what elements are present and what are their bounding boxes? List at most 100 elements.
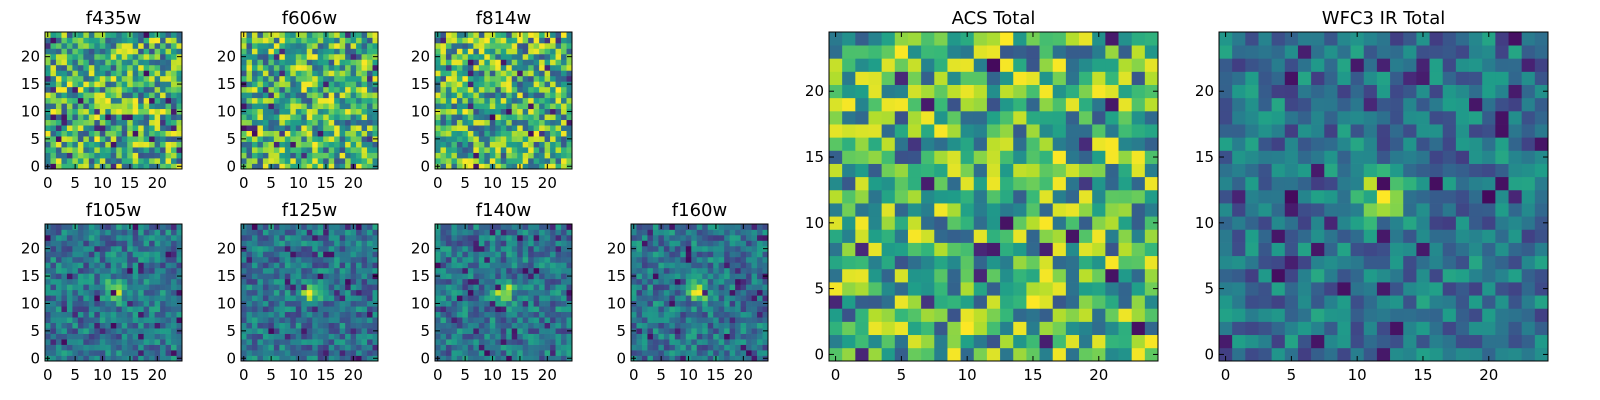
heatmap-cell xyxy=(94,311,101,318)
heatmap-cell xyxy=(165,328,172,334)
heatmap-cell xyxy=(160,136,166,142)
heatmap-cell xyxy=(77,59,84,66)
heatmap-cell xyxy=(1065,321,1080,336)
heatmap-cell xyxy=(257,273,264,280)
heatmap-cell xyxy=(99,103,106,110)
heatmap-cell xyxy=(295,141,302,148)
heatmap-cell xyxy=(290,158,297,164)
heatmap-cell xyxy=(467,344,474,351)
heatmap-cell xyxy=(138,256,144,263)
heatmap-cell xyxy=(251,119,258,126)
heatmap-cell xyxy=(729,328,736,334)
heatmap-cell xyxy=(372,311,379,318)
heatmap-cell xyxy=(986,295,1001,309)
heatmap-cell xyxy=(246,136,253,142)
heatmap-cell xyxy=(284,141,291,148)
heatmap-cell xyxy=(528,141,534,148)
heatmap-cell xyxy=(262,108,269,115)
heatmap-cell xyxy=(478,119,485,126)
heatmap-cell xyxy=(674,278,681,285)
heatmap-cell xyxy=(257,42,264,49)
heatmap-cell xyxy=(94,108,101,115)
heatmap-cell xyxy=(372,317,379,323)
heatmap-cell xyxy=(718,229,725,236)
heatmap-cell xyxy=(550,267,556,274)
heatmap-cell xyxy=(268,70,275,77)
heatmap-cell xyxy=(539,262,545,269)
heatmap-cell xyxy=(757,273,763,280)
heatmap-cell xyxy=(528,158,534,164)
heatmap-cell xyxy=(1118,229,1133,243)
heatmap-cell xyxy=(707,317,714,323)
heatmap-cell xyxy=(367,108,373,115)
heatmap-cell xyxy=(251,114,258,121)
heatmap-cell xyxy=(88,245,95,252)
heatmap-cell xyxy=(1092,321,1106,336)
heatmap-cell xyxy=(83,224,90,230)
heatmap-cell xyxy=(868,150,882,164)
heatmap-cell xyxy=(61,75,68,82)
heatmap-cell xyxy=(372,48,379,55)
heatmap-cell xyxy=(306,262,313,269)
heatmap-cell xyxy=(445,284,452,291)
heatmap-cell xyxy=(473,130,480,137)
heatmap-cell xyxy=(361,86,368,93)
heatmap-cell xyxy=(77,32,84,38)
heatmap-cell xyxy=(855,216,869,230)
heatmap-cell xyxy=(241,306,247,313)
heatmap-cell xyxy=(50,240,57,247)
heatmap-cell xyxy=(72,256,79,263)
heatmap-cell xyxy=(1079,176,1093,191)
heatmap-cell xyxy=(451,64,458,71)
heatmap-cell xyxy=(77,273,84,280)
heatmap-cell xyxy=(328,234,335,241)
heatmap-cell xyxy=(323,240,330,247)
heatmap-cell xyxy=(55,267,62,274)
y-tick-label: 5 xyxy=(420,322,430,340)
heatmap-cell xyxy=(361,311,368,318)
heatmap-cell xyxy=(55,355,62,362)
heatmap-cell xyxy=(268,125,275,131)
heatmap-cell xyxy=(72,273,79,280)
heatmap-cell xyxy=(50,158,57,164)
heatmap-cell xyxy=(273,256,280,263)
heatmap-cell xyxy=(550,240,556,247)
heatmap-cell xyxy=(61,152,68,159)
heatmap-cell xyxy=(555,158,562,164)
heatmap-cell xyxy=(511,136,518,142)
heatmap-cell xyxy=(55,103,62,110)
heatmap-cell xyxy=(251,333,258,340)
heatmap-cell xyxy=(669,262,676,269)
heatmap-cell xyxy=(533,86,540,93)
heatmap-cell xyxy=(356,224,362,230)
heatmap-cell xyxy=(478,311,485,318)
heatmap-cell xyxy=(372,234,379,241)
heatmap-cell xyxy=(539,333,545,340)
heatmap-cell xyxy=(77,97,84,104)
heatmap-cell xyxy=(696,333,703,340)
heatmap-cell xyxy=(61,289,68,296)
heatmap-cell xyxy=(907,163,922,178)
heatmap-cell xyxy=(522,147,529,153)
heatmap-cell xyxy=(506,234,513,241)
heatmap-cell xyxy=(165,136,172,142)
heatmap-cell xyxy=(306,344,313,351)
heatmap-cell xyxy=(246,278,253,285)
heatmap-cell xyxy=(740,234,747,241)
heatmap-cell xyxy=(495,355,502,362)
heatmap-cell xyxy=(317,344,324,351)
heatmap-cell xyxy=(641,295,648,302)
heatmap-cell xyxy=(312,311,319,318)
y-tick-label: 15 xyxy=(607,267,626,285)
heatmap-cell xyxy=(522,59,529,66)
heatmap-cell xyxy=(528,333,534,340)
heatmap-cell xyxy=(160,108,166,115)
heatmap-cell xyxy=(566,289,573,296)
heatmap-cell xyxy=(511,262,518,269)
heatmap-cell xyxy=(77,152,84,159)
heatmap-cell xyxy=(696,328,703,334)
heatmap-cell xyxy=(462,70,469,77)
heatmap-cell xyxy=(550,289,556,296)
heatmap-cell xyxy=(361,92,368,99)
